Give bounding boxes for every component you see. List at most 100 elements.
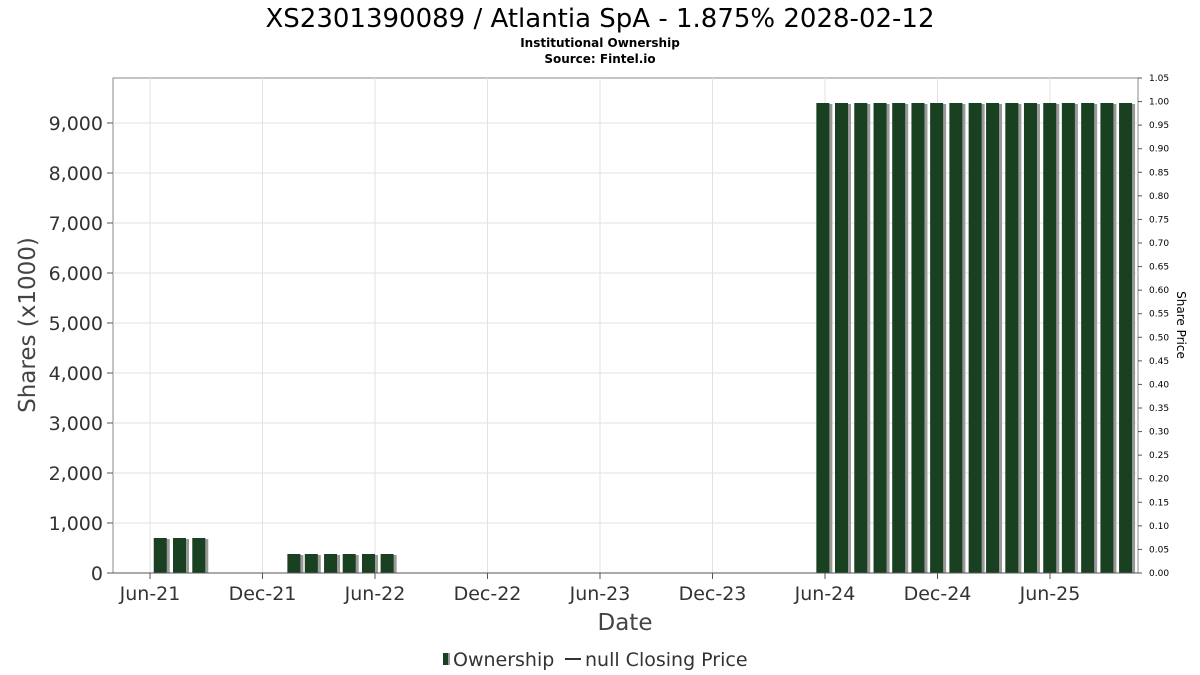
bar-body	[304, 554, 318, 573]
x-axis-ticks: Jun-21 Dec-21 Jun-22 Dec-22 Jun-23 Dec-23 Jun-…	[119, 573, 1081, 605]
x-tick-label: Dec-23	[679, 583, 747, 605]
y-tick-label: 5,000	[49, 313, 103, 335]
bar-body	[361, 554, 375, 573]
ownership-bar	[873, 103, 890, 573]
ownership-bar	[1119, 103, 1136, 573]
y2-tick-label: 0.80	[1149, 192, 1169, 202]
x-tick-label: Jun-23	[569, 583, 631, 605]
ownership-bar	[342, 554, 359, 573]
y2-tick-label: 0.20	[1149, 475, 1169, 485]
y2-tick-label: 0.50	[1149, 333, 1169, 343]
y2-tick-label: 0.00	[1149, 569, 1169, 579]
ownership-bar	[304, 554, 321, 573]
x-tick-label: Jun-24	[794, 583, 856, 605]
ownership-bar	[949, 103, 966, 573]
bar-body	[949, 103, 963, 573]
y2-tick-label: 0.70	[1149, 239, 1169, 249]
bar-body	[324, 554, 338, 573]
ownership-bar	[816, 103, 833, 573]
y2-tick-label: 0.30	[1149, 428, 1169, 438]
bar-body	[1061, 103, 1075, 573]
legend-ownership-swatch-shadow	[448, 653, 450, 665]
legend: Ownership null Closing Price	[443, 649, 748, 671]
bar-body	[892, 103, 906, 573]
ownership-bar	[153, 538, 170, 573]
y-tick-label: 6,000	[49, 263, 103, 285]
ownership-bars	[153, 103, 1136, 573]
ownership-bar	[854, 103, 871, 573]
y2-axis-ticks: 0.00 0.05 0.10 0.15 0.20 0.25 0.30 0.35 0.40 0.45…	[1138, 74, 1169, 579]
chart-title: XS2301390089 / Atlantia SpA - 1.875% 202…	[265, 4, 934, 34]
bar-body	[873, 103, 887, 573]
bar-body	[968, 103, 982, 573]
y-tick-label: 9,000	[49, 113, 103, 135]
bar-body	[930, 103, 944, 573]
bar-body	[342, 554, 356, 573]
bar-body	[287, 554, 301, 573]
y-axis-label: Shares (x1000)	[15, 237, 41, 413]
y-tick-label: 7,000	[49, 213, 103, 235]
ownership-bar	[324, 554, 341, 573]
ownership-bar	[911, 103, 928, 573]
y2-tick-label: 0.25	[1149, 451, 1169, 461]
y2-tick-label: 0.65	[1149, 263, 1169, 273]
y2-tick-label: 0.15	[1149, 498, 1169, 508]
ownership-bar	[173, 538, 190, 573]
x-axis-label: Date	[598, 610, 653, 636]
bar-body	[835, 103, 849, 573]
legend-ownership-swatch	[443, 653, 448, 665]
ownership-bar	[968, 103, 985, 573]
x-tick-label: Dec-24	[904, 583, 972, 605]
y-tick-label: 3,000	[49, 413, 103, 435]
bar-body	[1081, 103, 1095, 573]
x-tick-label: Jun-25	[1019, 583, 1081, 605]
y-tick-label: 4,000	[49, 363, 103, 385]
ownership-bar	[1023, 103, 1040, 573]
y2-tick-label: 0.35	[1149, 404, 1169, 414]
ownership-bar	[361, 554, 378, 573]
x-tick-label: Jun-22	[344, 583, 406, 605]
y-tick-label: 8,000	[49, 163, 103, 185]
y2-tick-label: 1.05	[1149, 74, 1169, 84]
y-tick-label: 0	[91, 563, 103, 585]
bar-body	[1043, 103, 1057, 573]
y-tick-label: 1,000	[49, 513, 103, 535]
x-tick-label: Dec-22	[454, 583, 522, 605]
ownership-bar	[986, 103, 1003, 573]
ownership-bar	[1081, 103, 1098, 573]
y2-tick-label: 0.95	[1149, 121, 1169, 131]
y2-tick-label: 0.45	[1149, 357, 1169, 367]
bar-body	[911, 103, 925, 573]
bar-body	[153, 538, 167, 573]
ownership-bar	[1043, 103, 1060, 573]
bar-body	[1005, 103, 1019, 573]
ownership-bar	[1100, 103, 1117, 573]
chart-subtitle: Institutional Ownership	[520, 36, 680, 50]
y-axis-ticks: 0 1,000 2,000 3,000 4,000 5,000 6,000 7,000 8,00…	[49, 113, 113, 585]
ownership-bar	[892, 103, 909, 573]
bar-body	[1100, 103, 1114, 573]
bar-body	[380, 554, 394, 573]
bar-body	[854, 103, 868, 573]
y2-axis-label: Share Price	[1174, 291, 1188, 359]
y2-tick-label: 0.40	[1149, 380, 1169, 390]
chart-source: Source: Fintel.io	[544, 52, 655, 66]
ownership-bar	[1061, 103, 1078, 573]
y-tick-label: 2,000	[49, 463, 103, 485]
x-tick-label: Dec-21	[229, 583, 297, 605]
bar-body	[986, 103, 1000, 573]
y2-tick-label: 0.85	[1149, 168, 1169, 178]
plot-area	[112, 77, 1139, 574]
bar-body	[816, 103, 830, 573]
bar-body	[1023, 103, 1037, 573]
y2-tick-label: 0.05	[1149, 545, 1169, 555]
y2-tick-label: 0.60	[1149, 286, 1169, 296]
y2-tick-label: 0.90	[1149, 145, 1169, 155]
ownership-bar	[930, 103, 947, 573]
legend-price-label: null Closing Price	[585, 649, 748, 671]
bar-body	[1119, 103, 1133, 573]
bar-body	[192, 538, 206, 573]
x-tick-label: Jun-21	[119, 583, 181, 605]
y2-tick-label: 0.55	[1149, 310, 1169, 320]
